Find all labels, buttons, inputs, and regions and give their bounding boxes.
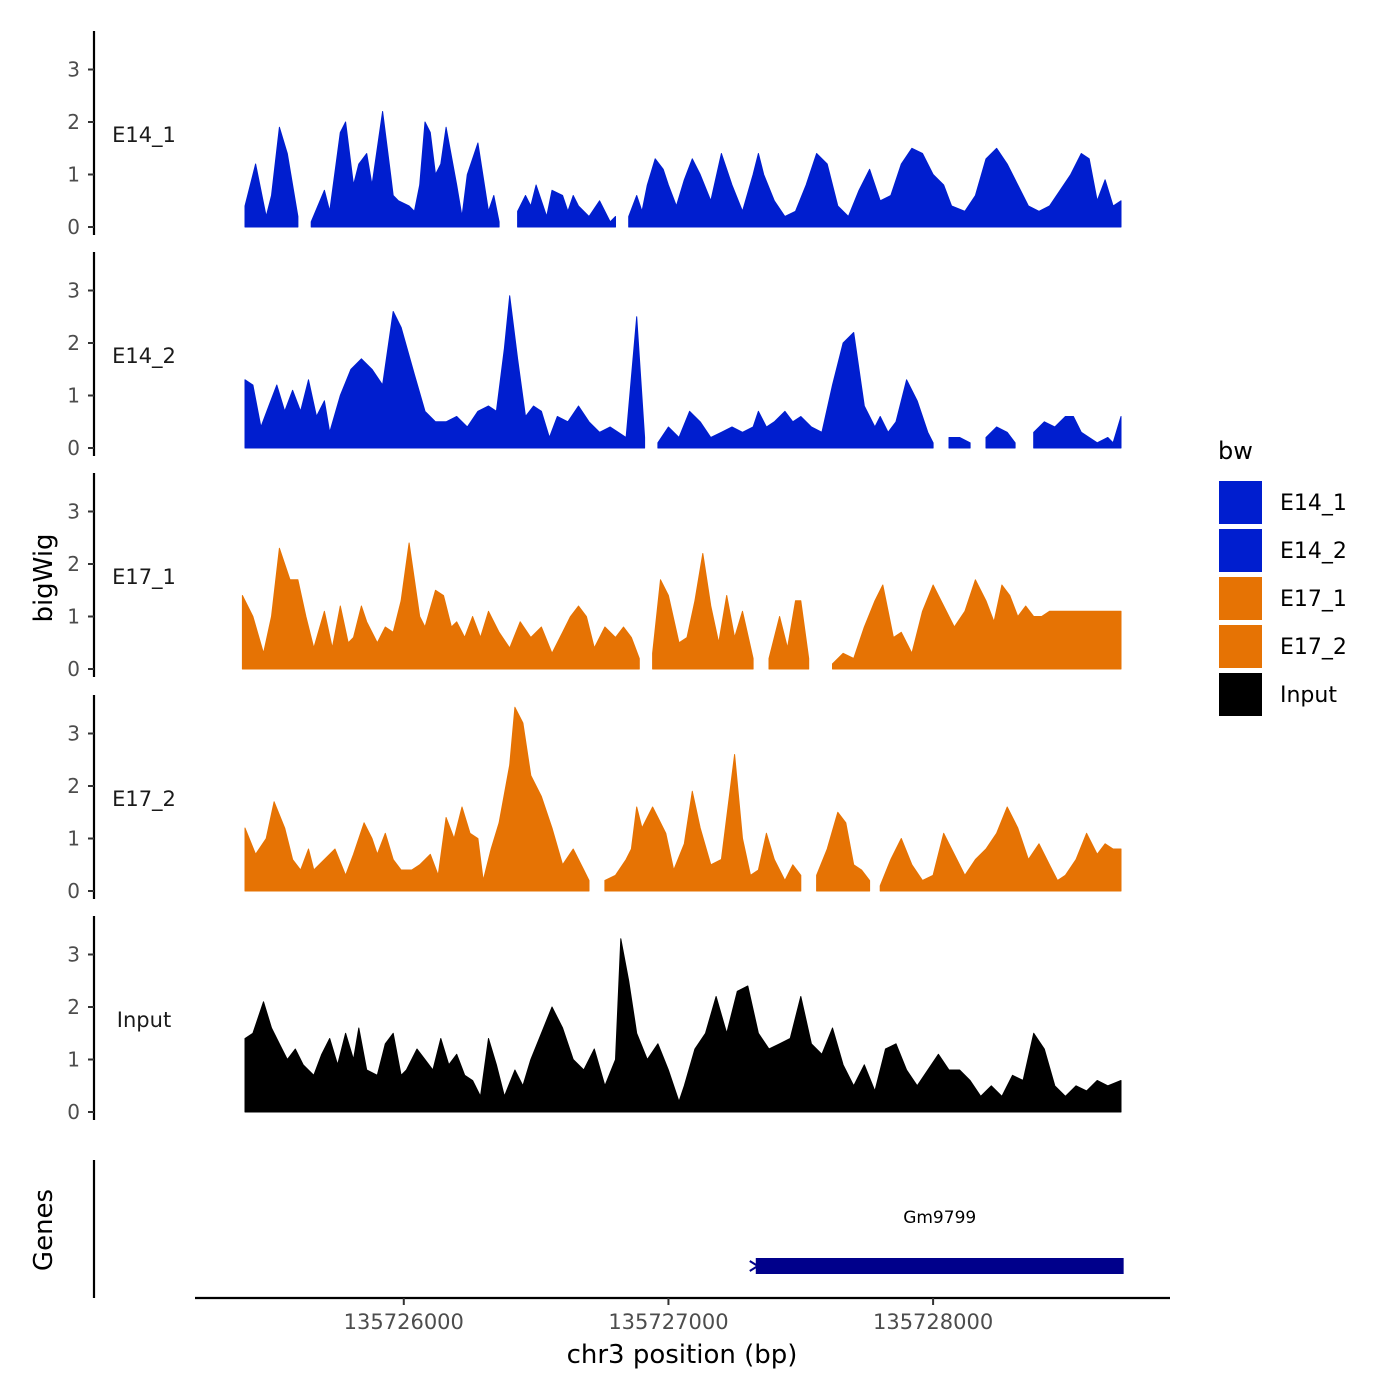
input-y-tick-label: 1	[67, 1048, 80, 1072]
e14-2-y-tick-label: 0	[67, 436, 80, 460]
e14-1-signal-area	[517, 184, 616, 228]
e14-1-y-tick-label: 3	[67, 58, 80, 82]
track-e17-1: 0 1 2 3 E17_1	[67, 473, 1122, 681]
input-y-tick-label: 3	[67, 943, 80, 967]
legend-label: E14_1	[1280, 491, 1347, 516]
gene-strand-arrow-icon	[749, 1260, 760, 1272]
e14-1-track-label: E14_1	[112, 123, 176, 148]
e17-1-y-tick-label: 1	[67, 605, 80, 629]
legend-title: bw	[1218, 437, 1253, 465]
e17-1-signal-area	[768, 600, 810, 670]
legend-label: E17_2	[1280, 635, 1347, 660]
e14-1-signal-area	[628, 147, 1122, 228]
gene-track: Gm9799	[92, 1160, 1124, 1298]
e17-2-y-tick-label: 3	[67, 722, 80, 746]
e17-1-y-tick-label: 0	[67, 657, 80, 681]
e14-2-signal-area	[948, 437, 971, 449]
x-tick-label: 135726000	[344, 1310, 464, 1334]
e17-2-signal-area	[879, 806, 1122, 892]
legend-label: Input	[1280, 683, 1337, 708]
x-tick-label: 135728000	[873, 1310, 993, 1334]
gene-label: Gm9799	[903, 1208, 976, 1228]
e14-1-y-tick-label: 1	[67, 163, 80, 187]
e14-2-signal-area	[1033, 416, 1122, 449]
legend-swatch-e14-2	[1219, 529, 1262, 572]
legend-label: E14_2	[1280, 539, 1347, 564]
signal-tracks: 0 1 2 3 E14_1 0 1 2 3 E14_2 0 1 2 3 E17_1 0 1 2 3 E17_2 0 1 2 3…	[67, 31, 1122, 1124]
e14-2-y-tick-label: 3	[67, 279, 80, 303]
track-e17-2: 0 1 2 3 E17_2	[67, 695, 1122, 903]
e14-2-signal-area	[657, 332, 934, 449]
track-e14-2: 0 1 2 3 E14_2	[67, 252, 1122, 460]
input-y-tick-label: 2	[67, 995, 80, 1019]
e17-1-y-tick-label: 3	[67, 500, 80, 524]
input-y-tick-label: 0	[67, 1100, 80, 1124]
e17-2-signal-area	[604, 754, 802, 892]
e14-2-signal-area	[244, 295, 646, 449]
e17-2-y-tick-label: 1	[67, 827, 80, 851]
input-track-label: Input	[117, 1008, 171, 1032]
e14-1-y-tick-label: 2	[67, 110, 80, 134]
e17-1-signal-area	[652, 553, 754, 670]
x-axis: 135726000 135727000 135728000	[195, 1296, 1170, 1334]
input-signal-area	[244, 938, 1122, 1113]
e14-2-y-tick-label: 2	[67, 331, 80, 355]
e17-2-y-tick-label: 2	[67, 774, 80, 798]
legend-label: E17_1	[1280, 587, 1347, 612]
legend-swatch-e17-1	[1219, 577, 1262, 620]
genes-axis-title: Genes	[29, 1189, 59, 1271]
legend-swatch-e17-2	[1219, 625, 1262, 668]
e17-1-signal-area	[241, 542, 640, 670]
e14-1-signal-area	[310, 111, 500, 228]
e17-1-track-label: E17_1	[112, 565, 176, 590]
track-input: 0 1 2 3 Input	[67, 916, 1122, 1124]
legend: bw E14_1 E14_2 E17_1 E17_2 Input	[1218, 437, 1347, 716]
e14-2-y-tick-label: 1	[67, 384, 80, 408]
e14-1-y-tick-label: 0	[67, 215, 80, 239]
track-e14-1: 0 1 2 3 E14_1	[67, 31, 1122, 239]
e14-1-signal-area	[244, 126, 299, 228]
x-tick-label: 135727000	[608, 1310, 728, 1334]
x-axis-title: chr3 position (bp)	[567, 1340, 798, 1370]
gene-body-gm9799	[755, 1258, 1124, 1274]
e17-1-signal-area	[832, 579, 1122, 670]
e17-1-y-tick-label: 2	[67, 552, 80, 576]
e14-2-signal-area	[985, 426, 1016, 449]
e17-2-y-tick-label: 0	[67, 879, 80, 903]
y-axis-title: bigWig	[29, 533, 59, 622]
legend-swatch-e14-1	[1219, 481, 1262, 524]
legend-swatch-input	[1219, 673, 1262, 716]
e17-2-signal-area	[816, 811, 871, 892]
e14-2-track-label: E14_2	[112, 344, 176, 369]
e17-2-track-label: E17_2	[112, 787, 176, 812]
e17-2-signal-area	[244, 706, 590, 892]
